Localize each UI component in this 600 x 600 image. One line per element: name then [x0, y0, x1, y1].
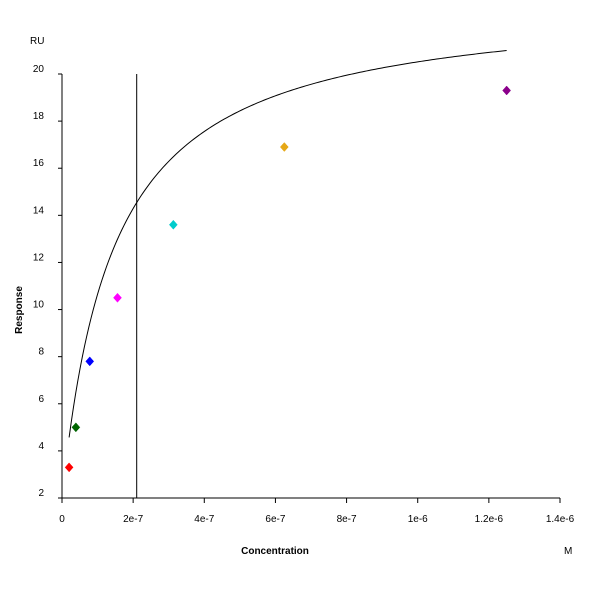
x-tick-label: 1e-6 [408, 514, 428, 525]
fit-curve [68, 50, 507, 438]
y-axis-title: Response [14, 286, 25, 334]
data-point-1 [64, 462, 74, 473]
y-tick-label: 16 [33, 158, 45, 169]
y-tick-label: 14 [33, 205, 45, 216]
y-tick-label: 10 [33, 300, 45, 311]
y-tick-label: 6 [38, 394, 44, 405]
x-tick-label: 1.2e-6 [475, 514, 504, 525]
data-points [64, 85, 511, 473]
x-axis-title: Concentration [241, 546, 309, 557]
data-point-7 [502, 85, 511, 96]
data-point-5 [169, 219, 178, 230]
y-tick-label: 12 [33, 252, 45, 263]
x-tick-label: 4e-7 [194, 514, 214, 525]
y-ticks: 2 4 6 8 10 12 14 16 18 20 [33, 64, 62, 499]
x-ticks: 0 2e-7 4e-7 6e-7 8e-7 1e-6 1.2e-6 1.4e-6 [59, 498, 575, 525]
y-unit-label: RU [30, 36, 44, 47]
y-tick-label: 4 [38, 441, 44, 452]
x-tick-label: 1.4e-6 [546, 514, 575, 525]
data-point-3 [85, 356, 95, 367]
axes [61, 74, 560, 499]
y-tick-label: 8 [38, 347, 44, 358]
fit-curve-group [68, 50, 507, 438]
x-tick-label: 2e-7 [123, 514, 143, 525]
data-point-6 [279, 142, 289, 152]
x-tick-label: 0 [59, 514, 65, 525]
data-point-2 [71, 422, 81, 433]
x-tick-label: 6e-7 [265, 514, 285, 525]
y-tick-label: 20 [33, 64, 45, 75]
x-tick-label: 8e-7 [337, 514, 357, 525]
y-tick-label: 18 [33, 111, 45, 122]
y-tick-label: 2 [38, 488, 44, 499]
x-unit-label: M [564, 546, 572, 557]
data-point-4 [113, 292, 122, 303]
